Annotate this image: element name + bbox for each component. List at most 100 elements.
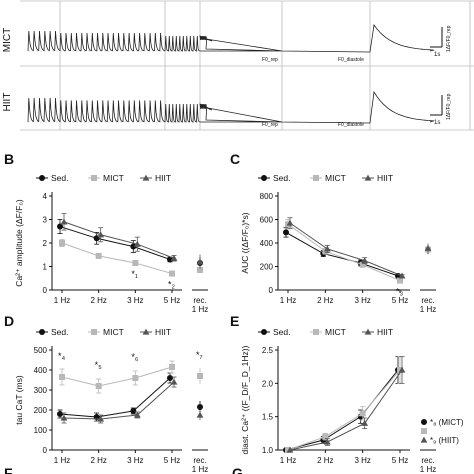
significance-mark: *₂ bbox=[168, 280, 176, 290]
point-mict bbox=[359, 261, 366, 268]
point-rec-sed bbox=[197, 404, 203, 410]
series-line-hiit bbox=[63, 221, 175, 259]
y-axis-label: tau CaT (ms) bbox=[14, 375, 24, 425]
series-line-hiit bbox=[63, 381, 175, 420]
series-line-mict bbox=[61, 242, 173, 275]
x-tick-label: 3 Hz bbox=[354, 456, 370, 465]
y-tick-label: 2.0 bbox=[262, 379, 274, 388]
rec-annotation: *₉ (HIIT) bbox=[430, 436, 459, 445]
x-tick-label: 2 Hz bbox=[90, 456, 106, 465]
point-hiit bbox=[398, 366, 406, 373]
rec-marker-sed bbox=[421, 419, 427, 425]
point-mict bbox=[285, 447, 291, 453]
significance-mark: *₇ bbox=[196, 350, 203, 360]
y-tick-label: 1 bbox=[43, 263, 48, 272]
point-sed bbox=[57, 411, 63, 417]
legend-marker-mict bbox=[91, 329, 97, 335]
y-tick-label: 2.5 bbox=[262, 346, 274, 355]
point-hiit bbox=[361, 419, 369, 426]
point-hiit bbox=[286, 219, 294, 226]
x-tick-label: 5 Hz bbox=[164, 456, 180, 465]
legend-marker-hiit bbox=[364, 328, 372, 335]
y-tick-label: 3 bbox=[43, 216, 48, 225]
x-tick-label: 5 Hz bbox=[392, 456, 408, 465]
significance-mark: *₄ bbox=[58, 351, 66, 361]
y-tick-label: 2 bbox=[43, 239, 48, 248]
point-hiit bbox=[170, 378, 178, 385]
y-tick-label: 300 bbox=[34, 386, 48, 395]
legend-marker-mict bbox=[313, 329, 319, 335]
x-tick-label: 3 Hz bbox=[127, 456, 143, 465]
baseline-label-hiit-rep: F0_rep bbox=[262, 122, 278, 128]
point-sed bbox=[167, 375, 173, 381]
legend-label-hiit: HIIT bbox=[155, 327, 171, 337]
legend-marker-hiit bbox=[142, 174, 150, 181]
legend-marker-mict bbox=[91, 175, 97, 181]
baseline-label-mict-diast: F0_diastole bbox=[338, 57, 364, 63]
scale-time-mict: 1s bbox=[434, 52, 440, 58]
point-sed bbox=[130, 243, 137, 250]
x-tick-label-rec-hz: 1 Hz bbox=[192, 465, 208, 474]
baseline-label-hiit-diast: F0_diastole bbox=[338, 122, 364, 128]
scale-amp-mict: 1ΔF/F0_rep bbox=[446, 25, 452, 52]
point-mict bbox=[397, 277, 403, 284]
y-tick-label: 0 bbox=[43, 446, 48, 455]
series-line-mict bbox=[61, 366, 173, 387]
x-tick-label: 3 Hz bbox=[127, 296, 143, 305]
point-rec-hiit bbox=[424, 244, 432, 251]
panel-label-c: C bbox=[230, 151, 240, 167]
legend-label-sed: Sed. bbox=[273, 327, 291, 337]
chart-e: 1.01.52.02.51 Hz 2 Hz 3 Hz 5 Hz rec.1 Hzdias… bbox=[240, 327, 464, 474]
point-hiit bbox=[323, 438, 331, 445]
legend-label-sed: Sed. bbox=[51, 173, 69, 183]
series-line-sed bbox=[59, 226, 171, 260]
point-mict bbox=[59, 374, 65, 380]
series-line-sed bbox=[285, 231, 399, 277]
row-label-mict: MICT bbox=[2, 28, 13, 52]
panel-label-b: B bbox=[4, 151, 14, 167]
legend-label-hiit: HIIT bbox=[377, 327, 393, 337]
legend-label-sed: Sed. bbox=[273, 173, 291, 183]
point-rec-hiit bbox=[196, 258, 204, 265]
point-mict bbox=[169, 270, 175, 277]
x-tick-label-rec-hz: 1 Hz bbox=[420, 465, 436, 474]
y-tick-label: 400 bbox=[34, 366, 48, 375]
y-axis-label: AUC ((ΔF/F₀)*s) bbox=[240, 212, 250, 273]
x-tick-label: 1 Hz bbox=[54, 296, 70, 305]
y-tick-label: 200 bbox=[260, 263, 274, 272]
x-tick-label: 1 Hz bbox=[280, 456, 296, 465]
point-mict bbox=[322, 433, 329, 440]
series-line-sed bbox=[285, 369, 399, 451]
series-line-mict bbox=[287, 369, 401, 451]
legend-marker-mict bbox=[313, 175, 319, 181]
panel-label-g: G bbox=[232, 465, 243, 474]
y-tick-label: 400 bbox=[260, 239, 274, 248]
scale-amp-hiit: 1ΔF/F0_rep bbox=[446, 93, 452, 120]
series-line-hiit bbox=[289, 222, 403, 277]
x-tick-label: 5 Hz bbox=[392, 296, 408, 305]
legend-marker-hiit bbox=[364, 174, 372, 181]
legend-marker-sed bbox=[261, 175, 267, 181]
x-tick-label-rec: rec. bbox=[421, 456, 434, 465]
series-line-hiit bbox=[289, 369, 403, 451]
y-tick-label: 100 bbox=[34, 426, 48, 435]
legend-label-mict: MICT bbox=[325, 327, 346, 337]
x-tick-label-rec-hz: 1 Hz bbox=[420, 305, 436, 314]
row-label-hiit: HIIT bbox=[2, 93, 13, 112]
legend-label-hiit: HIIT bbox=[155, 173, 171, 183]
point-mict bbox=[359, 410, 366, 417]
significance-mark: *₆ bbox=[131, 352, 139, 362]
x-tick-label-rec: rec. bbox=[421, 296, 434, 305]
significance-mark: *₃ bbox=[396, 287, 404, 297]
legend-label-mict: MICT bbox=[103, 327, 124, 337]
series-line-sed bbox=[59, 377, 171, 418]
point-hiit bbox=[60, 218, 68, 225]
x-tick-label-rec: rec. bbox=[193, 456, 206, 465]
x-tick-label: 1 Hz bbox=[54, 456, 70, 465]
point-mict bbox=[59, 240, 65, 246]
point-hiit bbox=[97, 231, 105, 238]
